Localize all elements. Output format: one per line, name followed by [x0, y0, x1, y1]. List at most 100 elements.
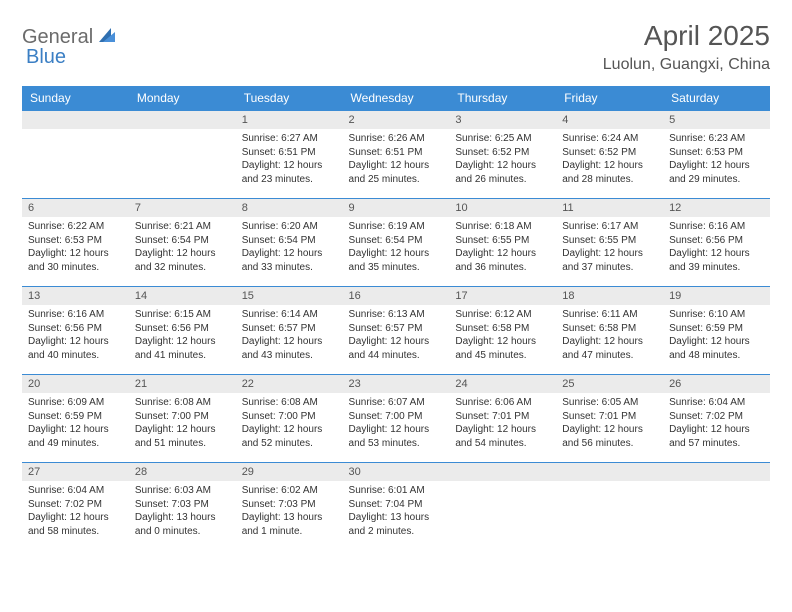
calendar-cell: [449, 463, 556, 551]
day-number: 11: [556, 199, 663, 217]
day-number: 4: [556, 111, 663, 129]
calendar-cell: 5Sunrise: 6:23 AMSunset: 6:53 PMDaylight…: [663, 111, 770, 199]
day-details: Sunrise: 6:19 AMSunset: 6:54 PMDaylight:…: [343, 217, 450, 280]
calendar-cell: 20Sunrise: 6:09 AMSunset: 6:59 PMDayligh…: [22, 375, 129, 463]
calendar-week-row: 13Sunrise: 6:16 AMSunset: 6:56 PMDayligh…: [22, 287, 770, 375]
location-label: Luolun, Guangxi, China: [603, 56, 770, 74]
calendar-cell: 14Sunrise: 6:15 AMSunset: 6:56 PMDayligh…: [129, 287, 236, 375]
calendar-table: SundayMondayTuesdayWednesdayThursdayFrid…: [22, 86, 770, 551]
day-number: 6: [22, 199, 129, 217]
calendar-cell: 24Sunrise: 6:06 AMSunset: 7:01 PMDayligh…: [449, 375, 556, 463]
calendar-cell: 12Sunrise: 6:16 AMSunset: 6:56 PMDayligh…: [663, 199, 770, 287]
day-details: Sunrise: 6:20 AMSunset: 6:54 PMDaylight:…: [236, 217, 343, 280]
weekday-header: Monday: [129, 86, 236, 111]
calendar-cell: 2Sunrise: 6:26 AMSunset: 6:51 PMDaylight…: [343, 111, 450, 199]
day-details: Sunrise: 6:27 AMSunset: 6:51 PMDaylight:…: [236, 129, 343, 192]
day-number: 16: [343, 287, 450, 305]
day-details: Sunrise: 6:01 AMSunset: 7:04 PMDaylight:…: [343, 481, 450, 544]
day-number: 23: [343, 375, 450, 393]
day-details: Sunrise: 6:10 AMSunset: 6:59 PMDaylight:…: [663, 305, 770, 368]
calendar-cell: 28Sunrise: 6:03 AMSunset: 7:03 PMDayligh…: [129, 463, 236, 551]
weekday-header: Friday: [556, 86, 663, 111]
calendar-cell: 17Sunrise: 6:12 AMSunset: 6:58 PMDayligh…: [449, 287, 556, 375]
day-details: Sunrise: 6:26 AMSunset: 6:51 PMDaylight:…: [343, 129, 450, 192]
day-number: 10: [449, 199, 556, 217]
calendar-cell: 1Sunrise: 6:27 AMSunset: 6:51 PMDaylight…: [236, 111, 343, 199]
day-number: 5: [663, 111, 770, 129]
day-details: Sunrise: 6:07 AMSunset: 7:00 PMDaylight:…: [343, 393, 450, 456]
calendar-cell: [129, 111, 236, 199]
calendar-cell: 7Sunrise: 6:21 AMSunset: 6:54 PMDaylight…: [129, 199, 236, 287]
day-details: Sunrise: 6:15 AMSunset: 6:56 PMDaylight:…: [129, 305, 236, 368]
day-details: Sunrise: 6:22 AMSunset: 6:53 PMDaylight:…: [22, 217, 129, 280]
calendar-cell: 19Sunrise: 6:10 AMSunset: 6:59 PMDayligh…: [663, 287, 770, 375]
day-details: Sunrise: 6:14 AMSunset: 6:57 PMDaylight:…: [236, 305, 343, 368]
day-details: Sunrise: 6:11 AMSunset: 6:58 PMDaylight:…: [556, 305, 663, 368]
weekday-header: Thursday: [449, 86, 556, 111]
calendar-cell: 27Sunrise: 6:04 AMSunset: 7:02 PMDayligh…: [22, 463, 129, 551]
day-number: 3: [449, 111, 556, 129]
day-number: 7: [129, 199, 236, 217]
day-details: Sunrise: 6:09 AMSunset: 6:59 PMDaylight:…: [22, 393, 129, 456]
calendar-cell: [556, 463, 663, 551]
calendar-cell: [663, 463, 770, 551]
calendar-cell: 15Sunrise: 6:14 AMSunset: 6:57 PMDayligh…: [236, 287, 343, 375]
calendar-cell: 11Sunrise: 6:17 AMSunset: 6:55 PMDayligh…: [556, 199, 663, 287]
day-number: 26: [663, 375, 770, 393]
calendar-cell: 18Sunrise: 6:11 AMSunset: 6:58 PMDayligh…: [556, 287, 663, 375]
day-number: 17: [449, 287, 556, 305]
calendar-cell: 6Sunrise: 6:22 AMSunset: 6:53 PMDaylight…: [22, 199, 129, 287]
day-number: 13: [22, 287, 129, 305]
calendar-cell: 25Sunrise: 6:05 AMSunset: 7:01 PMDayligh…: [556, 375, 663, 463]
day-number: 9: [343, 199, 450, 217]
calendar-cell: [22, 111, 129, 199]
day-details: Sunrise: 6:25 AMSunset: 6:52 PMDaylight:…: [449, 129, 556, 192]
logo-text-blue: Blue: [26, 46, 66, 69]
calendar-header-row: SundayMondayTuesdayWednesdayThursdayFrid…: [22, 86, 770, 111]
calendar-cell: 3Sunrise: 6:25 AMSunset: 6:52 PMDaylight…: [449, 111, 556, 199]
day-number: 25: [556, 375, 663, 393]
day-number: 18: [556, 287, 663, 305]
day-details: Sunrise: 6:16 AMSunset: 6:56 PMDaylight:…: [22, 305, 129, 368]
logo-sail-icon: [97, 26, 117, 49]
day-details: Sunrise: 6:21 AMSunset: 6:54 PMDaylight:…: [129, 217, 236, 280]
day-details: Sunrise: 6:17 AMSunset: 6:55 PMDaylight:…: [556, 217, 663, 280]
page-header: General April 2025 Luolun, Guangxi, Chin…: [22, 20, 770, 74]
calendar-cell: 26Sunrise: 6:04 AMSunset: 7:02 PMDayligh…: [663, 375, 770, 463]
day-number: 30: [343, 463, 450, 481]
day-number: 28: [129, 463, 236, 481]
day-details: Sunrise: 6:13 AMSunset: 6:57 PMDaylight:…: [343, 305, 450, 368]
calendar-cell: 16Sunrise: 6:13 AMSunset: 6:57 PMDayligh…: [343, 287, 450, 375]
calendar-week-row: 1Sunrise: 6:27 AMSunset: 6:51 PMDaylight…: [22, 111, 770, 199]
calendar-cell: 13Sunrise: 6:16 AMSunset: 6:56 PMDayligh…: [22, 287, 129, 375]
logo-line2: Blue: [26, 46, 66, 69]
calendar-cell: 10Sunrise: 6:18 AMSunset: 6:55 PMDayligh…: [449, 199, 556, 287]
day-details: Sunrise: 6:06 AMSunset: 7:01 PMDaylight:…: [449, 393, 556, 456]
day-details: Sunrise: 6:23 AMSunset: 6:53 PMDaylight:…: [663, 129, 770, 192]
calendar-cell: 21Sunrise: 6:08 AMSunset: 7:00 PMDayligh…: [129, 375, 236, 463]
calendar-week-row: 20Sunrise: 6:09 AMSunset: 6:59 PMDayligh…: [22, 375, 770, 463]
day-details: Sunrise: 6:08 AMSunset: 7:00 PMDaylight:…: [129, 393, 236, 456]
weekday-header: Wednesday: [343, 86, 450, 111]
day-number: 21: [129, 375, 236, 393]
day-details: Sunrise: 6:24 AMSunset: 6:52 PMDaylight:…: [556, 129, 663, 192]
day-number: 14: [129, 287, 236, 305]
day-details: Sunrise: 6:04 AMSunset: 7:02 PMDaylight:…: [663, 393, 770, 456]
calendar-page: General April 2025 Luolun, Guangxi, Chin…: [0, 0, 792, 571]
day-details: Sunrise: 6:16 AMSunset: 6:56 PMDaylight:…: [663, 217, 770, 280]
day-number: 20: [22, 375, 129, 393]
calendar-week-row: 6Sunrise: 6:22 AMSunset: 6:53 PMDaylight…: [22, 199, 770, 287]
day-details: Sunrise: 6:03 AMSunset: 7:03 PMDaylight:…: [129, 481, 236, 544]
weekday-header: Sunday: [22, 86, 129, 111]
weekday-header: Saturday: [663, 86, 770, 111]
calendar-cell: 30Sunrise: 6:01 AMSunset: 7:04 PMDayligh…: [343, 463, 450, 551]
calendar-cell: 4Sunrise: 6:24 AMSunset: 6:52 PMDaylight…: [556, 111, 663, 199]
day-number: 24: [449, 375, 556, 393]
calendar-body: 1Sunrise: 6:27 AMSunset: 6:51 PMDaylight…: [22, 111, 770, 551]
day-number: 8: [236, 199, 343, 217]
title-block: April 2025 Luolun, Guangxi, China: [603, 20, 770, 74]
day-details: Sunrise: 6:02 AMSunset: 7:03 PMDaylight:…: [236, 481, 343, 544]
calendar-cell: 29Sunrise: 6:02 AMSunset: 7:03 PMDayligh…: [236, 463, 343, 551]
calendar-cell: 8Sunrise: 6:20 AMSunset: 6:54 PMDaylight…: [236, 199, 343, 287]
day-details: Sunrise: 6:12 AMSunset: 6:58 PMDaylight:…: [449, 305, 556, 368]
